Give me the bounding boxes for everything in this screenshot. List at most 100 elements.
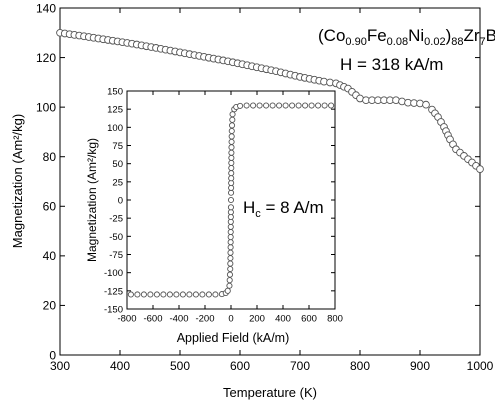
main-plot-frame bbox=[59, 7, 481, 356]
inset-y-tick-label: 25 bbox=[112, 177, 123, 188]
inset-point bbox=[140, 291, 147, 298]
inset-y-ticks: -150 -125 -100 -75 -50 -25 0 25 50 75 100 125 150 bbox=[104, 86, 335, 315]
inset-point bbox=[321, 102, 328, 109]
inset-point bbox=[227, 244, 234, 251]
inset-point bbox=[250, 102, 257, 109]
inset-x-tick-label: 600 bbox=[301, 314, 317, 325]
inset-point bbox=[227, 255, 234, 262]
inset-point bbox=[228, 122, 236, 129]
inset-point bbox=[228, 154, 235, 161]
inset-point bbox=[205, 291, 212, 298]
main-x-tick-label: 1000 bbox=[467, 359, 494, 373]
main-x-tick-label: 500 bbox=[170, 359, 190, 373]
inset-y-tick-label: -100 bbox=[104, 268, 123, 279]
inset-point bbox=[228, 133, 235, 140]
inset-y-tick-label: -75 bbox=[109, 250, 123, 261]
inset-y-tick-label: -150 bbox=[104, 304, 123, 315]
inset-x-tick-label: -200 bbox=[195, 314, 214, 325]
comp-ni: Ni bbox=[408, 26, 424, 45]
inset-y-tick-label: 125 bbox=[107, 105, 123, 116]
inset-y-tick-label: -125 bbox=[104, 286, 123, 297]
inset-point bbox=[276, 102, 283, 109]
inset-point bbox=[153, 291, 160, 298]
comp-co-sub: 0.90 bbox=[345, 36, 366, 48]
inset-point bbox=[228, 149, 235, 156]
inset-point bbox=[227, 249, 234, 256]
main-y-tick-label: 20 bbox=[43, 299, 57, 313]
inset-y-tick-label: 50 bbox=[112, 159, 123, 170]
inset-point bbox=[229, 111, 236, 118]
main-x-ticks: 300 400 500 600 700 800 900 1000 bbox=[50, 8, 494, 373]
main-x-tick-label: 800 bbox=[350, 359, 370, 373]
inset-point bbox=[308, 102, 315, 109]
main-y-tick-label: 140 bbox=[36, 1, 56, 15]
comp-open: (Co bbox=[318, 26, 345, 45]
main-y-tick-label: 40 bbox=[43, 249, 57, 263]
inset-point bbox=[289, 102, 296, 109]
main-point bbox=[476, 165, 484, 173]
comp-zr: Zr bbox=[464, 26, 480, 45]
comp-close-sub: 88 bbox=[451, 36, 463, 48]
inset-point bbox=[269, 102, 276, 109]
inset-point bbox=[228, 175, 235, 182]
inset-point bbox=[127, 291, 134, 298]
inset-point bbox=[228, 164, 235, 172]
main-y-axis-title: Magnetization (Am²/kg) bbox=[10, 114, 25, 248]
inset-y-tick-label: 75 bbox=[112, 141, 123, 152]
comp-close: ) bbox=[446, 26, 452, 45]
inset-x-ticks: -800 -600 -400 -200 0 200 400 600 800 bbox=[117, 91, 343, 325]
inset-point bbox=[263, 102, 270, 109]
inset-point bbox=[134, 291, 141, 298]
field-annotation: H = 318 kA/m bbox=[340, 55, 443, 74]
inset-point bbox=[224, 287, 231, 294]
main-x-tick-label: 400 bbox=[110, 359, 130, 373]
comp-fe: Fe bbox=[367, 26, 387, 45]
inset-point bbox=[228, 144, 235, 151]
comp-ni-sub: 0.02 bbox=[424, 36, 445, 48]
coercivity-annotation: Hc = 8 A/m bbox=[243, 198, 324, 220]
inset-point bbox=[226, 271, 234, 278]
inset-point bbox=[226, 282, 233, 289]
inset-y-tick-label: 0 bbox=[118, 195, 123, 206]
inset-x-axis-title: Applied Field (kA/m) bbox=[177, 331, 290, 345]
inset-point bbox=[166, 291, 173, 298]
inset-point bbox=[328, 102, 335, 109]
inset-x-tick-label: 0 bbox=[228, 314, 233, 325]
main-x-tick-label: 600 bbox=[230, 359, 250, 373]
main-x-tick-label: 900 bbox=[410, 359, 430, 373]
inset-point bbox=[243, 102, 250, 109]
main-point bbox=[422, 100, 430, 109]
main-y-tick-label: 120 bbox=[36, 51, 56, 65]
inset-x-tick-label: -400 bbox=[169, 314, 188, 325]
inset-point bbox=[228, 138, 235, 145]
inset-point bbox=[147, 291, 154, 298]
inset-x-tick-label: 800 bbox=[327, 314, 343, 325]
inset-x-tick-label: 200 bbox=[249, 314, 265, 325]
inset-point bbox=[192, 291, 199, 298]
inset-point bbox=[227, 265, 234, 273]
main-x-axis-title: Temperature (K) bbox=[223, 385, 317, 400]
inset-point bbox=[228, 159, 235, 166]
inset-point bbox=[227, 260, 234, 267]
inset-series bbox=[127, 102, 335, 298]
inset-point bbox=[282, 102, 289, 109]
inset-y-tick-label: -50 bbox=[109, 232, 123, 243]
inset-point bbox=[186, 291, 193, 298]
inset-point bbox=[173, 291, 180, 298]
inset-point bbox=[212, 291, 219, 298]
inset-point bbox=[227, 239, 234, 246]
inset-point bbox=[227, 234, 234, 241]
inset-point bbox=[160, 291, 167, 298]
main-y-ticks: 0 20 40 60 80 100 120 140 bbox=[36, 1, 480, 362]
inset-x-tick-label: 400 bbox=[275, 314, 291, 325]
inset-y-axis-title: Magnetization (Am²/kg) bbox=[85, 138, 99, 262]
main-y-tick-label: 80 bbox=[43, 150, 57, 164]
comp-b: B bbox=[486, 26, 495, 45]
inset-point bbox=[199, 291, 206, 298]
inset-point bbox=[295, 102, 302, 109]
main-x-tick-label: 300 bbox=[50, 359, 70, 373]
inset-x-tick-label: -800 bbox=[117, 314, 136, 325]
main-y-tick-label: 0 bbox=[49, 348, 56, 362]
inset-point bbox=[237, 102, 244, 109]
